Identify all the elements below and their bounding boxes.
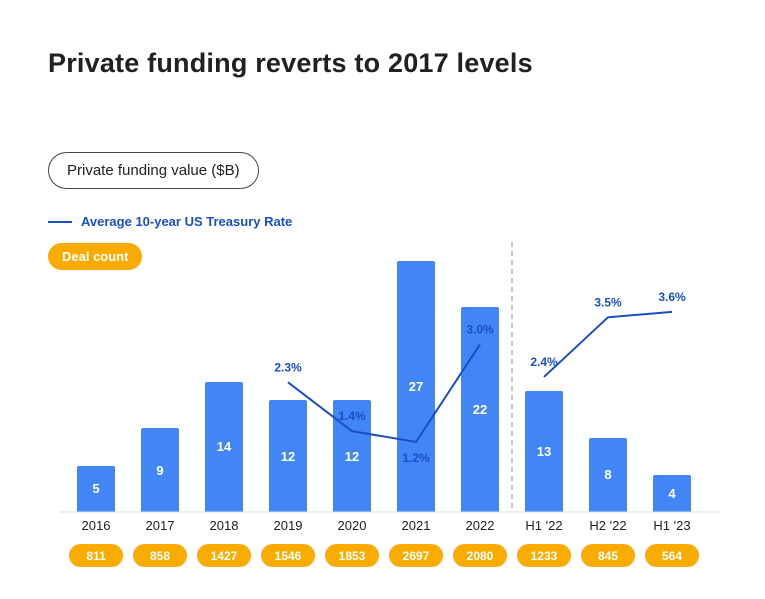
treasury-rate-legend-label: Average 10-year US Treasury Rate <box>81 214 293 229</box>
funding-bar: 9 <box>141 428 179 512</box>
deal-count-pill: 845 <box>581 544 635 567</box>
deal-count-pill: 1427 <box>197 544 251 567</box>
bar-value-label: 8 <box>604 467 612 483</box>
deal-count-pill: 858 <box>133 544 187 567</box>
funding-bar: 13 <box>525 391 563 512</box>
deal-count-legend-badge: Deal count <box>48 243 143 270</box>
deal-count-legend-label: Deal count <box>62 249 129 264</box>
bar-value-label: 27 <box>408 378 424 394</box>
category-label: H1 '22 <box>525 518 563 533</box>
deal-count-pill: 811 <box>69 544 123 567</box>
bar-value-label: 22 <box>472 402 488 418</box>
deal-count-pill: 1233 <box>517 544 571 567</box>
deal-count-pill: 2080 <box>453 544 507 567</box>
deal-count-pill: 1546 <box>261 544 315 567</box>
deal-count-pill: 2697 <box>389 544 443 567</box>
bar-value-label: 13 <box>536 444 552 460</box>
deal-count-pill: 1853 <box>325 544 379 567</box>
rate-label: 3.5% <box>594 295 622 309</box>
category-label: 2017 <box>145 518 175 533</box>
treasury-rate-legend: Average 10-year US Treasury Rate <box>48 214 292 229</box>
bar-value-label: 14 <box>216 439 232 455</box>
rate-label: 3.6% <box>658 290 686 304</box>
category-label: H1 '23 <box>653 518 691 533</box>
category-label: 2016 <box>81 518 111 533</box>
category-label: 2020 <box>337 518 367 533</box>
page-title: Private funding reverts to 2017 levels <box>48 48 533 78</box>
funding-bar: 14 <box>205 381 243 512</box>
funding-value-legend-label: Private funding value ($B) <box>67 162 240 179</box>
bar-value-label: 12 <box>344 448 360 464</box>
funding-bar: 27 <box>397 260 435 512</box>
bar-value-label: 9 <box>156 462 164 478</box>
deal-count-pill: 564 <box>645 544 699 567</box>
line-swatch-icon <box>48 220 72 223</box>
rate-label: 2.3% <box>274 360 302 374</box>
treasury-rate-line <box>287 343 481 444</box>
funding-bar: 8 <box>589 437 627 512</box>
category-label: 2019 <box>273 518 303 533</box>
category-label: 2022 <box>465 518 495 533</box>
category-label: 2021 <box>401 518 431 533</box>
funding-bar: 5 <box>77 465 115 512</box>
rate-label: 2.4% <box>530 355 558 369</box>
bar-value-label: 4 <box>668 485 676 501</box>
funding-bar: 12 <box>269 400 307 512</box>
bar-value-label: 12 <box>280 448 296 464</box>
category-label: 2018 <box>209 518 239 533</box>
treasury-rate-line <box>543 310 673 378</box>
funding-bar: 22 <box>461 307 499 512</box>
funding-bar: 4 <box>653 474 691 512</box>
bar-value-label: 5 <box>92 481 100 497</box>
category-label: H2 '22 <box>589 518 627 533</box>
funding-value-legend-pill: Private funding value ($B) <box>48 152 259 189</box>
bar-line-chart: 5 2016 811 9 2017 858 14 2018 1427 12 2019 1546 12 20… <box>60 242 720 580</box>
funding-bar: 12 <box>333 400 371 512</box>
